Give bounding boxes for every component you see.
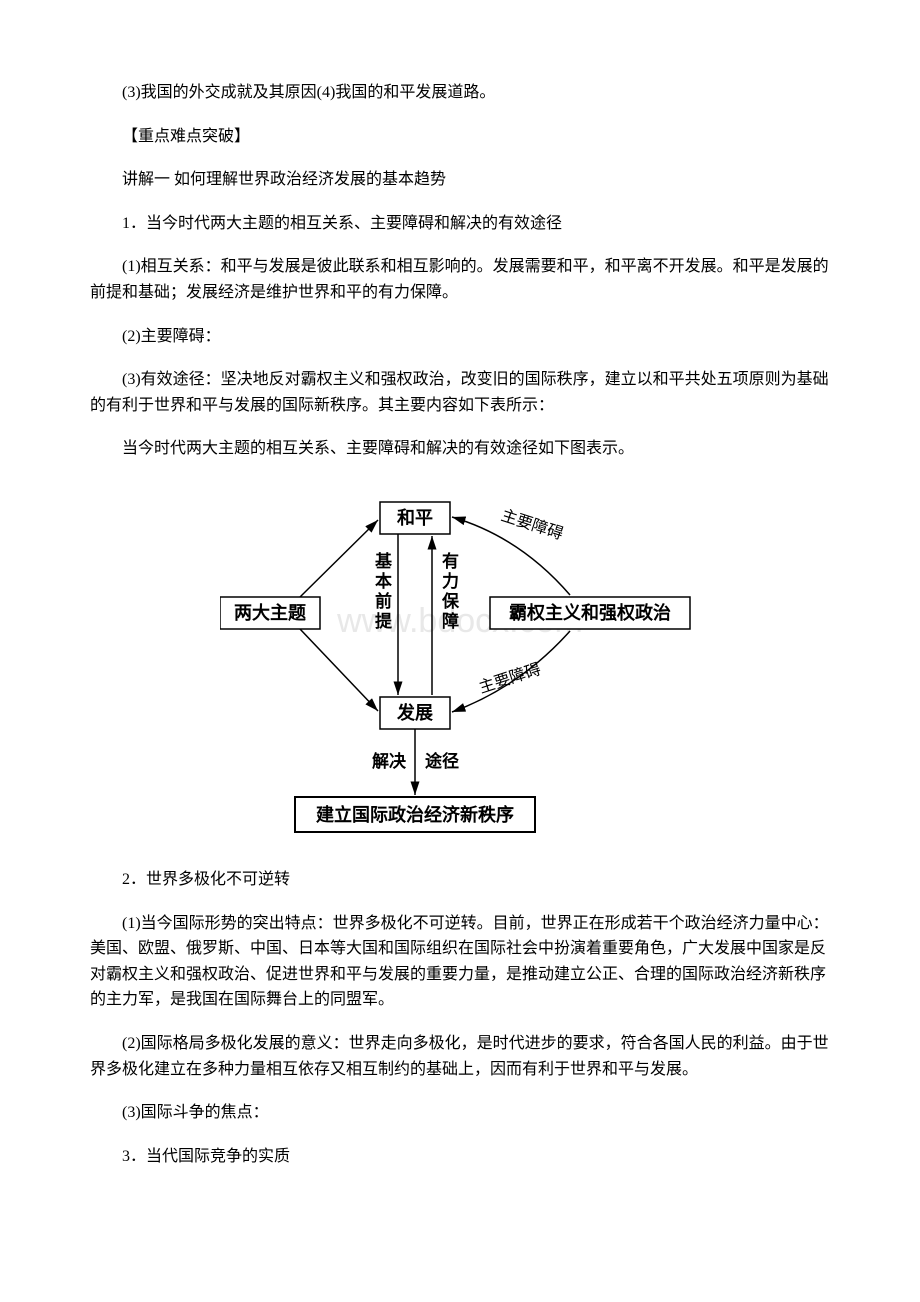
edge-themes-peace <box>300 520 378 597</box>
paragraph-multipolar-1: (1)当今国际形势的突出特点：世界多极化不可逆转。目前，世界正在形成若干个政治经… <box>90 911 830 1013</box>
paragraph-item-1: 1．当今时代两大主题的相互关系、主要障碍和解决的有效途径 <box>90 211 830 237</box>
node-hegemonism-label: 霸权主义和强权政治 <box>509 602 671 623</box>
paragraph-lecture-1: 讲解一 如何理解世界政治经济发展的基本趋势 <box>90 167 830 193</box>
node-two-themes-label: 两大主题 <box>234 602 307 623</box>
label-obstacle-bottom: 主要障碍 <box>477 660 543 697</box>
paragraph-3: (3)我国的外交成就及其原因(4)我国的和平发展道路。 <box>90 80 830 106</box>
paragraph-diagram-intro: 当今时代两大主题的相互关系、主要障碍和解决的有效途径如下图表示。 <box>90 436 830 462</box>
paragraph-item-3: 3．当代国际竞争的实质 <box>90 1144 830 1170</box>
paragraph-item-2: 2．世界多极化不可逆转 <box>90 867 830 893</box>
diagram-container: www.bdocx.com 和平 发展 两大主题 霸权主义和强权政治 建立国际政… <box>90 487 830 837</box>
node-solution-label: 建立国际政治经济新秩序 <box>316 804 514 825</box>
paragraph-focus: (3)国际斗争的焦点： <box>90 1100 830 1126</box>
paragraph-relation: (1)相互关系：和平与发展是彼此联系和相互影响的。发展需要和平，和平离不开发展。… <box>90 254 830 305</box>
relationship-diagram: www.bdocx.com 和平 发展 两大主题 霸权主义和强权政治 建立国际政… <box>220 487 700 837</box>
node-development-label: 发展 <box>396 702 434 723</box>
label-way: 途径 <box>425 751 459 771</box>
label-resolve: 解决 <box>372 751 407 771</box>
label-obstacle-top: 主要障碍 <box>499 506 565 543</box>
edge-themes-development <box>300 629 378 711</box>
node-peace-label: 和平 <box>397 508 433 528</box>
paragraph-obstacle: (2)主要障碍： <box>90 324 830 350</box>
paragraph-multipolar-2: (2)国际格局多极化发展的意义：世界走向多极化，是时代进步的要求，符合各国人民的… <box>90 1031 830 1082</box>
paragraph-key-points-header: 【重点难点突破】 <box>90 124 830 150</box>
paragraph-path: (3)有效途径：坚决地反对霸权主义和强权政治，改变旧的国际秩序，建立以和平共处五… <box>90 367 830 418</box>
